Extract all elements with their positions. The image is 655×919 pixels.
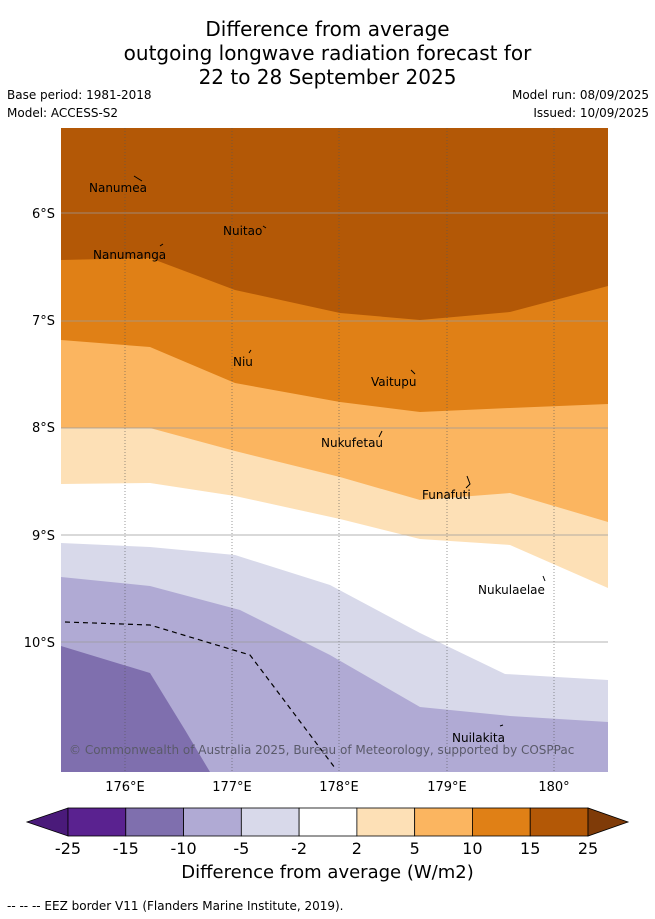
band-minus15-minus10 <box>61 646 210 772</box>
model-run: Model run: 08/09/2025 <box>511 88 649 102</box>
colorbar-swatches <box>25 807 630 837</box>
colorbar-swatch <box>414 807 473 837</box>
latitude-gridlines <box>61 212 608 643</box>
lon-label-180: 180° <box>538 780 569 795</box>
lon-label-177e: 177°E <box>212 780 252 795</box>
band-minus10-minus5 <box>61 577 608 772</box>
chart-title-line-2: outgoing longwave radiation forecast for <box>123 41 532 65</box>
longitude-gridlines <box>124 128 555 772</box>
colorbar-tick-label: 25 <box>578 839 598 858</box>
eez-border <box>64 621 336 769</box>
lon-label-178e: 178°E <box>319 780 359 795</box>
colorbar-tick-label: 5 <box>410 839 420 858</box>
island-label-funafuti: Funafuti <box>422 488 471 502</box>
colorbar-swatch <box>298 807 358 837</box>
colorbar-arrow-max <box>587 807 630 837</box>
base-period: Base period: 1981-2018 <box>7 88 152 102</box>
colorbar-swatch <box>240 807 300 837</box>
lon-label-179e: 179°E <box>427 780 467 795</box>
colorbar-tick-label: -5 <box>233 839 249 858</box>
lat-label-7s: 7°S <box>32 314 55 329</box>
colorbar-tick-label: 10 <box>462 839 482 858</box>
colorbar-title: Difference from average (W/m2) <box>181 862 474 883</box>
eez-source-note: -- -- -- EEZ border V11 (Flanders Marine… <box>7 899 344 913</box>
lat-label-10s: 10°S <box>24 636 55 651</box>
colorbar-tick-label: 2 <box>352 839 362 858</box>
issued-date: Issued: 10/09/2025 <box>533 106 649 120</box>
colorbar-swatch <box>183 807 242 837</box>
colorbar-tick-label: -2 <box>291 839 307 858</box>
map-fill-layer <box>61 128 608 772</box>
lat-label-8s: 8°S <box>32 421 55 436</box>
island-label-nuitao: Nuitao <box>223 224 262 238</box>
colorbar-tick-label: -10 <box>170 839 196 858</box>
copyright-notice: © Commonwealth of Australia 2025, Bureau… <box>69 743 574 757</box>
island-label-nukulaelae: Nukulaelae <box>478 583 545 597</box>
colorbar-swatch <box>67 807 127 837</box>
colorbar-tick-label: -15 <box>113 839 139 858</box>
chart-title-line-3: 22 to 28 September 2025 <box>198 65 457 89</box>
colorbar-swatch <box>125 807 184 837</box>
island-shapes <box>133 175 546 727</box>
island-label-nuilakita: Nuilakita <box>452 731 505 745</box>
island-label-vaitupu: Vaitupu <box>371 375 417 389</box>
lat-label-9s: 9°S <box>32 529 55 544</box>
colorbar-swatch <box>356 807 416 837</box>
colorbar-swatch <box>472 807 531 837</box>
chart-title-line-1: Difference from average <box>205 17 450 41</box>
island-label-niu: Niu <box>233 355 253 369</box>
colorbar-labels: -25 -15 -10 -5 -2 2 5 10 15 25 <box>55 839 598 858</box>
colorbar-swatch <box>529 807 589 837</box>
model-name: Model: ACCESS-S2 <box>7 106 119 120</box>
colorbar-tick-label: -25 <box>55 839 81 858</box>
olr-anomaly-map: Nanumea Nuitao Nanumanga Niu Vaitupu Nuk… <box>24 128 608 795</box>
lon-label-176e: 176°E <box>105 780 145 795</box>
lat-label-6s: 6°S <box>32 207 55 222</box>
colorbar-arrow-min <box>25 807 69 837</box>
island-label-nanumea: Nanumea <box>89 181 147 195</box>
island-label-nanumanga: Nanumanga <box>93 248 166 262</box>
colorbar-tick-label: 15 <box>520 839 540 858</box>
island-label-nukufetau: Nukufetau <box>321 436 383 450</box>
